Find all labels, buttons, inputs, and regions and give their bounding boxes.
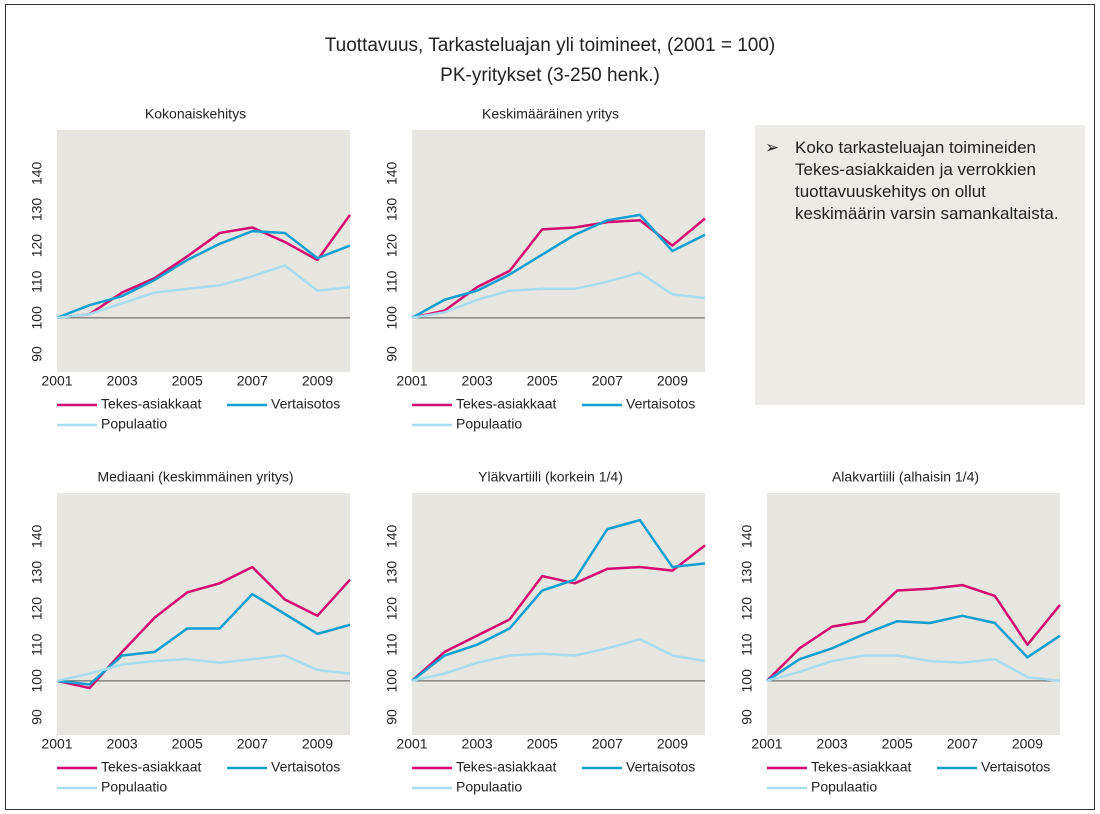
note-box: ➢ Koko tarkasteluajan toimineiden Tekes-a… xyxy=(755,125,1085,405)
plot-area xyxy=(412,493,705,735)
x-tick-label: 2009 xyxy=(302,736,333,752)
y-tick-label: 110 xyxy=(384,633,400,656)
y-tick-label: 130 xyxy=(29,561,45,585)
series-line xyxy=(56,654,351,683)
panel-title: Yläkvartiili (korkein 1/4) xyxy=(478,469,623,485)
legend-label: Populaatio xyxy=(101,416,167,432)
y-tick-label: 140 xyxy=(384,161,400,185)
panel-title: Alakvartiili (alhaisin 1/4) xyxy=(832,469,979,485)
x-tick-label: 2001 xyxy=(396,373,427,389)
x-tick-label: 2007 xyxy=(592,373,623,389)
legend-label: Populaatio xyxy=(456,779,522,795)
series-line xyxy=(56,264,351,320)
series-line xyxy=(766,654,1061,683)
y-tick-label: 110 xyxy=(29,633,45,656)
x-tick-label: 2001 xyxy=(396,736,427,752)
y-tick-label: 120 xyxy=(384,234,400,258)
plot-area xyxy=(57,493,350,735)
y-tick-label: 130 xyxy=(384,561,400,585)
legend-label: Vertaisotos xyxy=(271,759,340,775)
legend-label: Tekes-asiakkaat xyxy=(101,396,201,412)
subtitle: PK-yritykset (3-250 henk.) xyxy=(440,65,660,86)
x-tick-label: 2003 xyxy=(462,736,493,752)
legend-label: Vertaisotos xyxy=(981,759,1050,775)
x-tick-label: 2009 xyxy=(657,736,688,752)
y-tick-label: 110 xyxy=(29,270,45,293)
y-tick-label: 100 xyxy=(29,306,45,330)
y-tick-label: 90 xyxy=(384,346,400,362)
x-tick-label: 2005 xyxy=(527,373,558,389)
y-tick-label: 100 xyxy=(384,669,400,693)
plot-area xyxy=(767,493,1060,735)
x-tick-label: 2009 xyxy=(657,373,688,389)
y-tick-label: 90 xyxy=(29,346,45,362)
legend-label: Tekes-asiakkaat xyxy=(811,759,911,775)
x-tick-label: 2007 xyxy=(947,736,978,752)
y-tick-label: 120 xyxy=(384,597,400,621)
legend-label: Tekes-asiakkaat xyxy=(456,759,556,775)
x-tick-label: 2003 xyxy=(462,373,493,389)
panel-title: Keskimääräinen yritys xyxy=(482,106,619,122)
y-tick-label: 130 xyxy=(384,198,400,222)
y-tick-label: 120 xyxy=(29,234,45,258)
series-line xyxy=(766,614,1061,682)
plot-area xyxy=(412,130,705,372)
legend-label: Vertaisotos xyxy=(271,396,340,412)
series-line xyxy=(56,214,352,320)
panel-title: Mediaani (keskimmäinen yritys) xyxy=(97,469,293,485)
series-line xyxy=(766,583,1061,682)
x-tick-label: 2001 xyxy=(41,373,72,389)
y-tick-label: 100 xyxy=(739,669,755,693)
y-tick-label: 120 xyxy=(739,597,755,621)
y-tick-label: 90 xyxy=(739,709,755,725)
x-tick-label: 2007 xyxy=(237,373,268,389)
y-tick-label: 90 xyxy=(29,709,45,725)
frame xyxy=(5,4,1095,810)
y-tick-label: 110 xyxy=(384,270,400,293)
y-tick-label: 100 xyxy=(384,306,400,330)
legend-label: Populaatio xyxy=(811,779,877,795)
y-tick-label: 140 xyxy=(384,524,400,548)
x-tick-label: 2001 xyxy=(751,736,782,752)
x-tick-label: 2003 xyxy=(107,736,138,752)
x-tick-label: 2007 xyxy=(592,736,623,752)
x-tick-label: 2007 xyxy=(237,736,268,752)
legend-label: Vertaisotos xyxy=(626,759,695,775)
legend-label: Tekes-asiakkaat xyxy=(456,396,556,412)
series-line xyxy=(56,229,351,319)
legend-label: Populaatio xyxy=(101,779,167,795)
x-tick-label: 2005 xyxy=(882,736,913,752)
y-tick-label: 120 xyxy=(29,597,45,621)
series-line xyxy=(411,544,706,682)
series-line xyxy=(411,213,706,319)
legend-label: Vertaisotos xyxy=(626,396,695,412)
y-tick-label: 130 xyxy=(739,561,755,585)
y-tick-label: 100 xyxy=(29,669,45,693)
x-tick-label: 2001 xyxy=(41,736,72,752)
legend-label: Tekes-asiakkaat xyxy=(101,759,201,775)
y-tick-label: 140 xyxy=(29,161,45,185)
x-tick-label: 2005 xyxy=(527,736,558,752)
bullet: ➢ xyxy=(765,138,780,157)
title: Tuottavuus, Tarkasteluajan yli toimineet… xyxy=(325,35,775,56)
series-line xyxy=(411,518,706,682)
series-line xyxy=(411,638,706,683)
series-line xyxy=(411,271,706,320)
x-tick-label: 2005 xyxy=(172,373,203,389)
legend-label: Populaatio xyxy=(456,416,522,432)
y-tick-label: 140 xyxy=(29,524,45,548)
x-tick-label: 2005 xyxy=(172,736,203,752)
y-tick-label: 130 xyxy=(29,198,45,222)
x-tick-label: 2003 xyxy=(817,736,848,752)
y-tick-label: 90 xyxy=(384,709,400,725)
x-tick-label: 2003 xyxy=(107,373,138,389)
note-text: Koko tarkasteluajan toimineiden Tekes-as… xyxy=(795,138,1059,223)
y-tick-label: 140 xyxy=(739,524,755,548)
x-tick-label: 2009 xyxy=(1012,736,1043,752)
x-tick-label: 2009 xyxy=(302,373,333,389)
panel-title: Kokonaiskehitys xyxy=(145,106,246,122)
y-tick-label: 110 xyxy=(739,633,755,656)
